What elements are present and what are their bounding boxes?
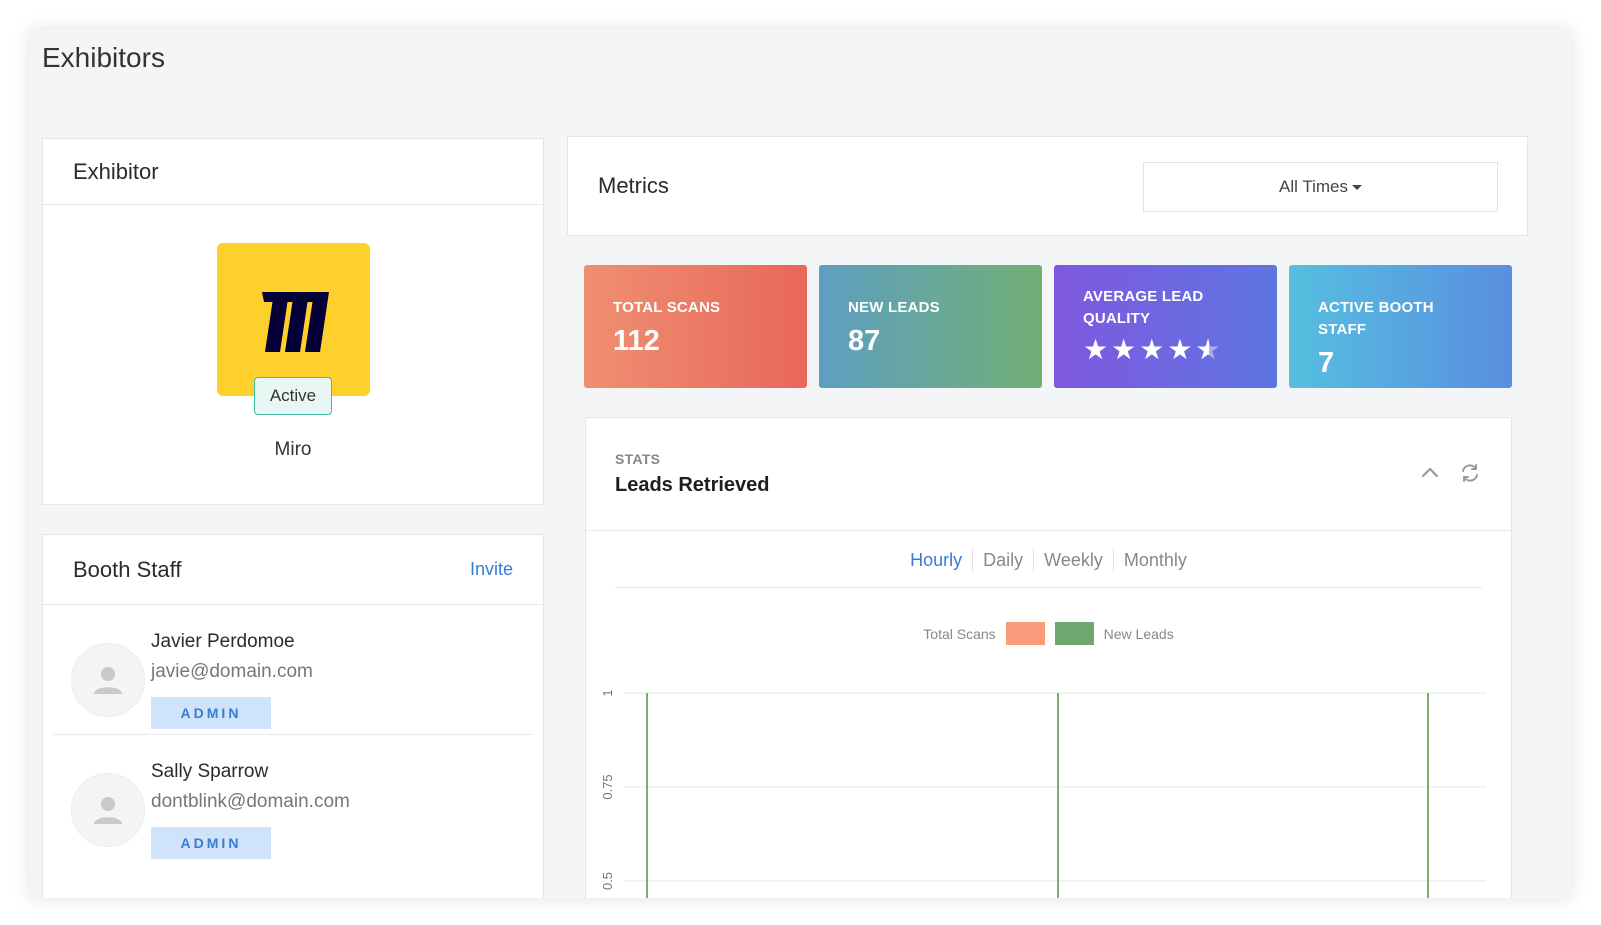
invite-link[interactable]: Invite — [469, 559, 513, 579]
exhibitor-name: Miro — [274, 439, 312, 460]
legend-swatch-new-leads[interactable] — [1054, 622, 1094, 645]
chart-bar[interactable] — [1427, 693, 1429, 898]
half-star-icon: ★★ — [1195, 334, 1224, 365]
star-icon: ★ — [1167, 334, 1196, 365]
user-icon — [94, 667, 122, 694]
tab-hourly[interactable]: Hourly — [900, 548, 974, 572]
booth-staff-title: Booth Staff — [73, 556, 182, 582]
tile-label: NEW LEADS — [848, 299, 940, 316]
collapse-chevron-up-icon[interactable] — [1419, 462, 1441, 484]
y-tick-label: 1 — [600, 689, 615, 696]
user-icon — [94, 797, 122, 824]
tabs-divider — [615, 587, 1482, 588]
stats-kicker: STATS — [615, 451, 661, 467]
period-tabs: Hourly Daily Weekly Monthly — [586, 548, 1511, 572]
page-title: Exhibitors — [42, 42, 165, 73]
stats-card: STATS Leads Retrieved Hourly Daily Weekl… — [585, 417, 1512, 898]
staff-list-item[interactable]: Javier Perdomoe javie@domain.com ADMIN — [53, 605, 533, 735]
stats-title: Leads Retrieved — [615, 474, 770, 496]
stats-divider — [586, 530, 1511, 531]
tile-value: 87 — [848, 325, 881, 357]
active-booth-staff-tile: ACTIVE BOOTH STAFF 7 — [1289, 265, 1512, 388]
avatar — [71, 773, 145, 847]
staff-name: Javier Perdomoe — [151, 631, 295, 652]
time-filter-value: All Times — [1279, 177, 1348, 196]
metrics-title: Metrics — [598, 173, 669, 198]
star-rating: ★★★★★★ — [1083, 336, 1248, 364]
booth-staff-card: Booth Staff Invite Javier Perdomoe javie… — [42, 534, 544, 898]
legend-swatch-total-scans[interactable] — [1005, 622, 1045, 645]
exhibitor-logo-wrap: Active — [217, 243, 370, 415]
legend-label-new-leads: New Leads — [1103, 625, 1174, 642]
tile-label: AVERAGE LEAD QUALITY — [1083, 288, 1204, 327]
average-lead-quality-tile: AVERAGE LEAD QUALITY ★★★★★★ — [1054, 265, 1277, 388]
tab-weekly[interactable]: Weekly — [1034, 548, 1114, 572]
caret-down-icon — [1351, 184, 1362, 190]
star-icon: ★ — [1111, 334, 1140, 365]
staff-list-item[interactable]: Sally Sparrow dontblink@domain.com ADMIN — [53, 735, 533, 865]
staff-email: javie@domain.com — [151, 661, 313, 682]
refresh-icon[interactable] — [1459, 462, 1481, 484]
tile-value: 112 — [613, 325, 660, 357]
avatar — [71, 643, 145, 717]
role-badge: ADMIN — [151, 697, 271, 729]
time-filter-dropdown[interactable]: All Times — [1143, 162, 1498, 212]
tile-label: ACTIVE BOOTH STAFF — [1318, 299, 1434, 338]
booth-staff-header: Booth Staff Invite — [43, 535, 543, 605]
tile-value: 7 — [1318, 347, 1335, 379]
exhibitor-logo — [217, 243, 370, 396]
exhibitor-card: Exhibitor Active Miro — [42, 138, 544, 505]
app-frame: Exhibitors Exhibitor Active — [30, 30, 1571, 898]
staff-name: Sally Sparrow — [151, 761, 269, 782]
miro-logo-icon — [261, 291, 329, 352]
total-scans-tile: TOTAL SCANS 112 — [584, 265, 807, 388]
star-icon: ★ — [1083, 334, 1112, 365]
chart-bar[interactable] — [1057, 693, 1059, 898]
role-badge: ADMIN — [151, 827, 271, 859]
tab-daily[interactable]: Daily — [973, 548, 1035, 572]
metrics-card: Metrics All Times — [567, 136, 1528, 236]
leads-chart: 1 0.75 0.5 — [600, 689, 1486, 898]
status-badge: Active — [254, 377, 332, 415]
tab-monthly[interactable]: Monthly — [1123, 550, 1187, 570]
exhibitor-card-header: Exhibitor — [43, 139, 543, 205]
stats-toolbar — [1419, 462, 1481, 484]
chart-legend: Total Scans New Leads — [586, 622, 1511, 645]
tile-label: TOTAL SCANS — [613, 299, 721, 316]
staff-email: dontblink@domain.com — [151, 791, 350, 812]
y-tick-label: 0.75 — [600, 774, 615, 799]
new-leads-tile: NEW LEADS 87 — [819, 265, 1042, 388]
star-icon: ★ — [1139, 334, 1168, 365]
y-tick-label: 0.5 — [600, 872, 615, 890]
legend-label-total-scans: Total Scans — [923, 625, 996, 642]
chart-bar[interactable] — [646, 693, 648, 898]
